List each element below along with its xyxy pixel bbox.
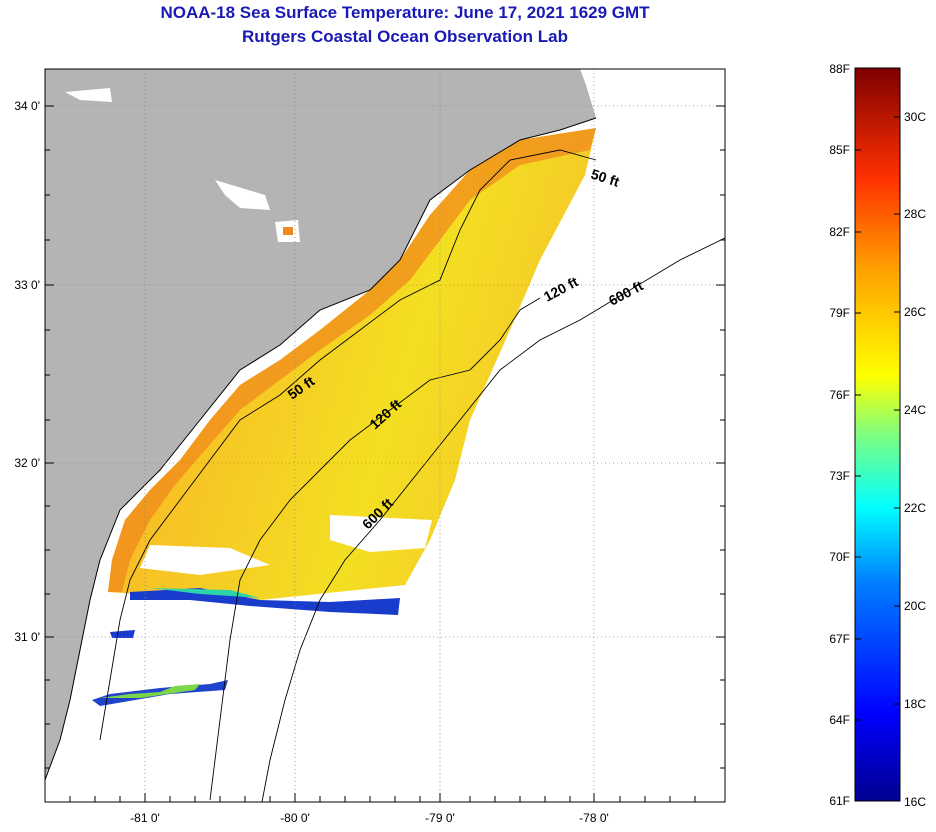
contour-50ft: [99, 149, 597, 741]
colorbar-f-label: 82F: [829, 225, 850, 239]
colorbar-c-label: 18C: [904, 697, 926, 711]
lat-tick-label: 32 0': [14, 456, 40, 470]
lat-tick-label: 33 0': [14, 278, 40, 292]
colorbar-f-label: 64F: [829, 713, 850, 727]
colorbar-c-label: 22C: [904, 501, 926, 515]
map-title: NOAA-18 Sea Surface Temperature: June 17…: [160, 3, 650, 22]
colorbar-c-label: 16C: [904, 795, 926, 809]
colorbar-f-label: 67F: [829, 632, 850, 646]
land: [45, 69, 596, 780]
colorbar-c-label: 26C: [904, 305, 926, 319]
lon-tick-label: -81 0': [130, 811, 160, 825]
cloud-gap: [140, 545, 270, 575]
cold-band: [150, 588, 260, 598]
cold-patch: [100, 684, 200, 698]
lon-tick-label: -80 0': [280, 811, 310, 825]
cloud-speck: [65, 88, 300, 242]
colorbar-c-label: 28C: [904, 207, 926, 221]
lat-tick-label: 31 0': [14, 630, 40, 644]
lat-tick-label: 34 0': [14, 99, 40, 113]
colorbar-f-label: 76F: [829, 388, 850, 402]
colorbar-scale: [854, 67, 901, 802]
contour-120ft: [209, 297, 541, 801]
cold-band: [130, 588, 400, 615]
colorbar-f-label: 61F: [829, 794, 850, 808]
colorbar-f-ticks: [855, 149, 861, 721]
warm-speck: [283, 227, 293, 235]
colorbar-f-label: 70F: [829, 550, 850, 564]
colorbar-f-label: 73F: [829, 469, 850, 483]
grid: [45, 69, 725, 802]
lon-tick-label: -79 0': [425, 811, 455, 825]
colorbar-f-label: 79F: [829, 306, 850, 320]
map-subtitle: Rutgers Coastal Ocean Observation Lab: [242, 27, 568, 46]
cloud-gap: [330, 515, 432, 552]
colorbar-c-label: 30C: [904, 110, 926, 124]
sst-swath: [108, 128, 596, 600]
colorbar-c-ticks: [894, 116, 900, 705]
contour-600ft: [261, 237, 725, 802]
map-border: [44, 68, 726, 803]
colorbar-c-label: 20C: [904, 599, 926, 613]
lon-tick-label: -78 0': [579, 811, 609, 825]
colorbar-c-label: 24C: [904, 403, 926, 417]
ticks: [45, 105, 725, 802]
colorbar-f-label: 88F: [829, 62, 850, 76]
cold-patch: [110, 630, 135, 638]
coastline: [45, 117, 597, 781]
colorbar-f-label: 85F: [829, 143, 850, 157]
